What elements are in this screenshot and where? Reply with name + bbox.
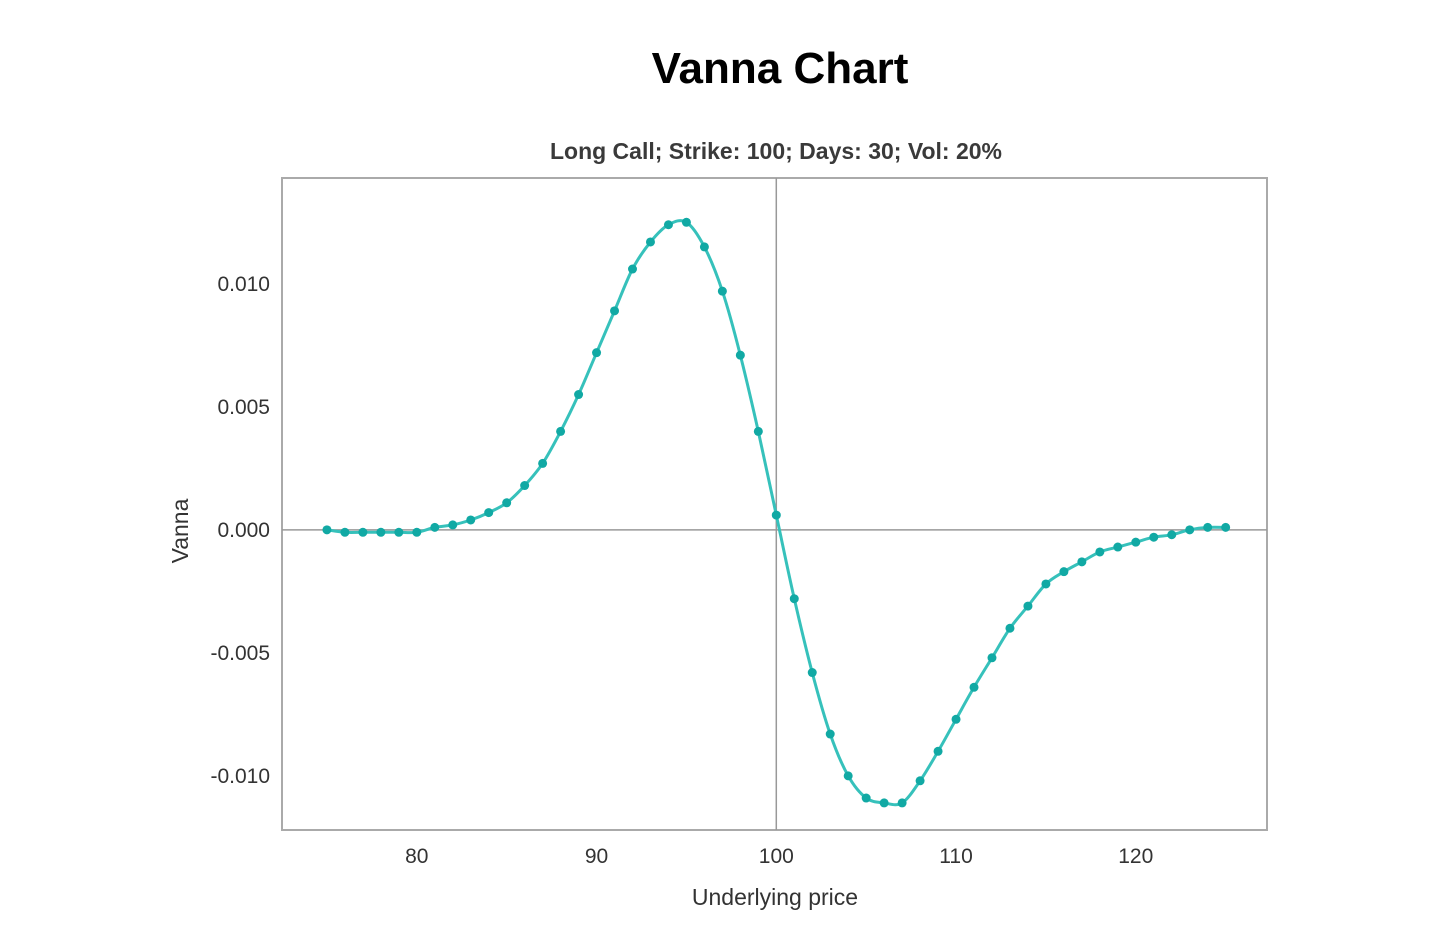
y-tick-label: -0.005 (210, 642, 270, 665)
data-point (933, 746, 943, 756)
data-point (843, 771, 853, 781)
data-point (412, 527, 422, 537)
data-point (1185, 525, 1195, 535)
data-point (430, 522, 440, 532)
data-point (699, 242, 709, 252)
data-point (987, 653, 997, 663)
data-point (1095, 547, 1105, 557)
data-point (1005, 623, 1015, 633)
data-point (358, 527, 368, 537)
data-point (628, 264, 638, 274)
data-point (394, 527, 404, 537)
data-point (681, 217, 691, 227)
data-point (735, 350, 745, 360)
plot-frame (281, 177, 1268, 831)
x-tick-label: 110 (939, 845, 972, 868)
data-point (771, 510, 781, 520)
chart-subtitle: Long Call; Strike: 100; Days: 30; Vol: 2… (550, 138, 1002, 164)
x-tick-label: 90 (585, 845, 608, 868)
data-point (753, 426, 763, 436)
data-point (556, 426, 566, 436)
data-point (1221, 522, 1231, 532)
x-tick-label: 100 (759, 845, 794, 868)
data-point (1203, 522, 1213, 532)
y-tick-label: -0.010 (210, 765, 270, 788)
data-point (663, 220, 673, 230)
data-point (717, 286, 727, 296)
data-point (502, 498, 512, 508)
data-point (825, 729, 835, 739)
chart-title: Vanna Chart (651, 44, 909, 93)
data-point (538, 458, 548, 468)
data-point (789, 594, 799, 604)
data-point (1059, 567, 1069, 577)
data-point (1149, 532, 1159, 542)
data-point (951, 714, 961, 724)
x-tick-label: 120 (1118, 845, 1153, 868)
data-point (322, 525, 332, 535)
data-point (645, 237, 655, 247)
data-point (1077, 557, 1087, 567)
data-point (1167, 530, 1177, 540)
data-point (448, 520, 458, 530)
y-tick-label: 0.005 (217, 396, 270, 419)
data-point (520, 481, 530, 491)
data-point (861, 793, 871, 803)
data-point (915, 776, 925, 786)
data-point (592, 348, 602, 358)
y-axis-label: Vanna (167, 498, 193, 563)
data-point (376, 527, 386, 537)
data-point (1041, 579, 1051, 589)
data-point (340, 527, 350, 537)
data-point (1131, 537, 1141, 547)
data-point (879, 798, 889, 808)
y-tick-label: 0.000 (217, 519, 270, 542)
x-axis-label: Underlying price (692, 884, 858, 910)
data-point (807, 668, 817, 678)
data-point (1113, 542, 1123, 552)
data-point (466, 515, 476, 525)
data-point (897, 798, 907, 808)
data-point (610, 306, 620, 316)
data-point (1023, 601, 1033, 611)
y-tick-label: 0.010 (217, 273, 270, 296)
data-point (574, 390, 584, 400)
x-tick-label: 80 (405, 845, 428, 868)
data-point (484, 508, 494, 518)
data-point (969, 682, 979, 692)
